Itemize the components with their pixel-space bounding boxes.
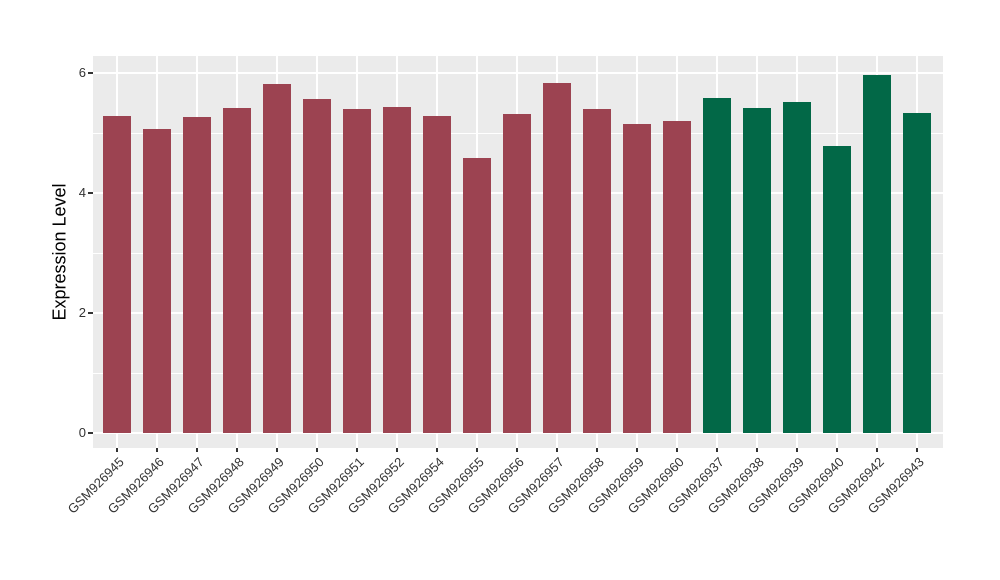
bar-gsm926940 xyxy=(823,145,851,433)
bar-gsm926939 xyxy=(783,101,811,433)
x-tick xyxy=(476,448,478,452)
bar-gsm926957 xyxy=(543,82,571,433)
x-tick xyxy=(276,448,278,452)
x-tick xyxy=(236,448,238,452)
x-tick xyxy=(116,448,118,452)
gridline-major-horizontal xyxy=(93,72,943,74)
bar-gsm926949 xyxy=(263,83,291,433)
bar-gsm926937 xyxy=(703,97,731,433)
y-tick xyxy=(88,432,93,434)
bar-gsm926956 xyxy=(503,113,531,433)
x-tick xyxy=(556,448,558,452)
bar-gsm926958 xyxy=(583,109,611,433)
x-tick xyxy=(796,448,798,452)
x-tick xyxy=(596,448,598,452)
gridline-major-horizontal xyxy=(93,432,943,434)
y-tick-label: 6 xyxy=(78,65,86,80)
plot-panel xyxy=(93,56,943,448)
bar-gsm926954 xyxy=(423,116,451,433)
x-tick xyxy=(636,448,638,452)
bar-gsm926955 xyxy=(463,157,491,433)
y-tick-label: 4 xyxy=(78,185,86,200)
y-tick xyxy=(88,192,93,194)
bar-gsm926943 xyxy=(903,112,931,433)
bar-gsm926947 xyxy=(183,116,211,433)
x-tick xyxy=(916,448,918,452)
x-tick xyxy=(316,448,318,452)
bar-gsm926942 xyxy=(863,74,891,433)
y-tick-label: 2 xyxy=(78,305,86,320)
x-tick xyxy=(516,448,518,452)
x-tick xyxy=(396,448,398,452)
x-tick xyxy=(716,448,718,452)
x-tick xyxy=(836,448,838,452)
bar-gsm926950 xyxy=(303,98,331,433)
x-tick xyxy=(436,448,438,452)
x-tick xyxy=(876,448,878,452)
bar-gsm926959 xyxy=(623,124,651,433)
x-tick xyxy=(676,448,678,452)
y-tick xyxy=(88,312,93,314)
bar-gsm926952 xyxy=(383,106,411,433)
x-tick xyxy=(196,448,198,452)
y-tick-label: 0 xyxy=(78,425,86,440)
bar-gsm926951 xyxy=(343,109,371,433)
x-tick xyxy=(756,448,758,452)
bar-gsm926945 xyxy=(103,115,131,433)
bar-gsm926938 xyxy=(743,108,771,433)
bar-gsm926948 xyxy=(223,108,251,433)
y-tick xyxy=(88,72,93,74)
x-tick xyxy=(356,448,358,452)
y-axis-title: Expression Level xyxy=(49,183,70,321)
x-tick xyxy=(156,448,158,452)
bar-gsm926946 xyxy=(143,128,171,433)
bar-gsm926960 xyxy=(663,121,691,433)
